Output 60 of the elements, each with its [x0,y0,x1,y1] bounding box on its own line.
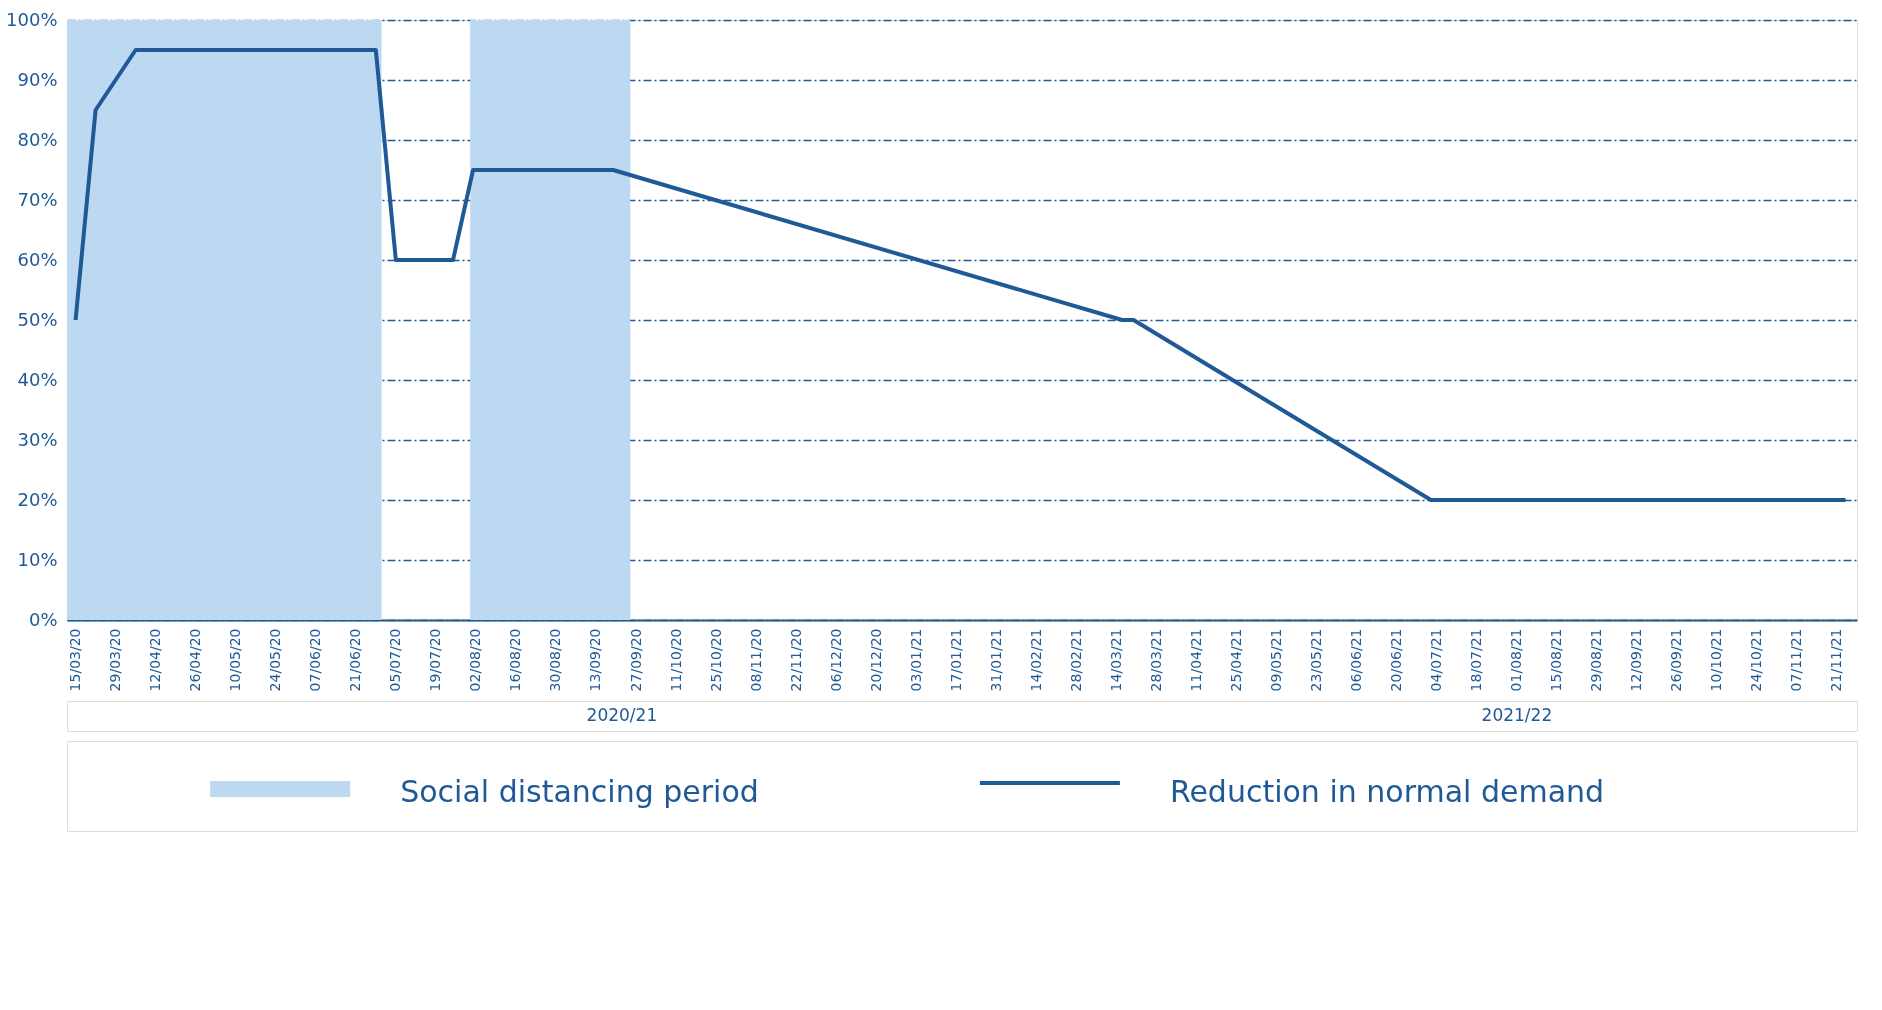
x-tick-label: 16/08/20 [507,628,524,692]
y-tick-label: 20% [17,488,58,510]
x-tick-label: 22/11/20 [787,628,804,692]
x-tick-label: 03/01/21 [907,628,924,692]
y-tick-label: 90% [17,68,58,90]
x-tick-label: 25/10/20 [707,628,724,692]
x-tick-label: 12/09/21 [1628,628,1645,692]
legend-label: Social distancing period [400,774,759,809]
y-tick-label: 10% [17,548,58,570]
x-tick-label: 30/08/20 [547,628,564,692]
x-tick-label: 20/06/21 [1388,628,1405,692]
x-tick-label: 17/01/21 [947,628,964,692]
x-tick-label: 05/07/20 [387,628,404,692]
x-tick-label: 19/07/20 [427,628,444,692]
y-tick-label: 50% [17,308,58,330]
x-tick-label: 14/02/21 [1027,628,1044,692]
x-tick-label: 24/05/20 [267,628,284,692]
y-tick-label: 40% [17,368,58,390]
legend-label: Reduction in normal demand [1169,774,1605,809]
x-tick-label: 26/04/20 [187,628,204,692]
x-tick-label: 29/03/20 [107,628,124,692]
x-tick-label: 11/04/21 [1187,628,1204,692]
x-tick-label: 13/09/20 [587,628,604,692]
text: 2021/22 [1481,705,1553,725]
x-tick-label: 11/10/20 [667,628,684,692]
y-tick-label: 30% [17,428,58,450]
x-tick-label: 07/06/20 [307,628,324,692]
x-tick-label: 31/01/21 [987,628,1004,692]
x-tick-label: 10/10/21 [1708,628,1725,692]
x-tick-label: 02/08/20 [467,628,484,692]
y-tick-label: 80% [17,128,58,150]
x-tick-label: 04/07/21 [1428,628,1445,692]
x-tick-label: 15/08/21 [1548,628,1565,692]
x-tick-label: 26/09/21 [1668,628,1685,692]
x-tick-label: 01/08/21 [1508,628,1525,692]
y-tick-label: 70% [17,188,58,210]
x-tick-label: 10/05/20 [227,628,244,692]
x-tick-label: 14/03/21 [1107,628,1124,692]
y-tick-label: 100% [6,8,58,30]
x-tick-label: 06/12/20 [827,628,844,692]
x-tick-label: 29/08/21 [1588,628,1605,692]
x-tick-label: 21/11/21 [1828,628,1845,692]
x-tick-label: 15/03/20 [67,628,84,692]
x-tick-label: 28/02/21 [1067,628,1084,692]
x-tick-label: 07/11/21 [1788,628,1805,692]
x-tick-label: 09/05/21 [1268,628,1285,692]
text: 2020/21 [586,705,658,725]
x-tick-label: 18/07/21 [1468,628,1485,692]
x-tick-label: 08/11/20 [747,628,764,692]
x-tick-label: 27/09/20 [627,628,644,692]
x-tick-label: 12/04/20 [147,628,164,692]
y-tick-label: 0% [28,608,58,630]
x-tick-label: 25/04/21 [1228,628,1244,692]
y-tick-label: 60% [17,248,58,270]
x-tick-label: 23/05/21 [1308,628,1325,692]
x-tick-label: 21/06/20 [347,628,364,692]
x-tick-label: 20/12/20 [867,628,884,692]
x-tick-label: 06/06/21 [1348,628,1365,692]
x-tick-label: 28/03/21 [1147,628,1164,692]
x-tick-label: 24/10/21 [1748,628,1765,692]
